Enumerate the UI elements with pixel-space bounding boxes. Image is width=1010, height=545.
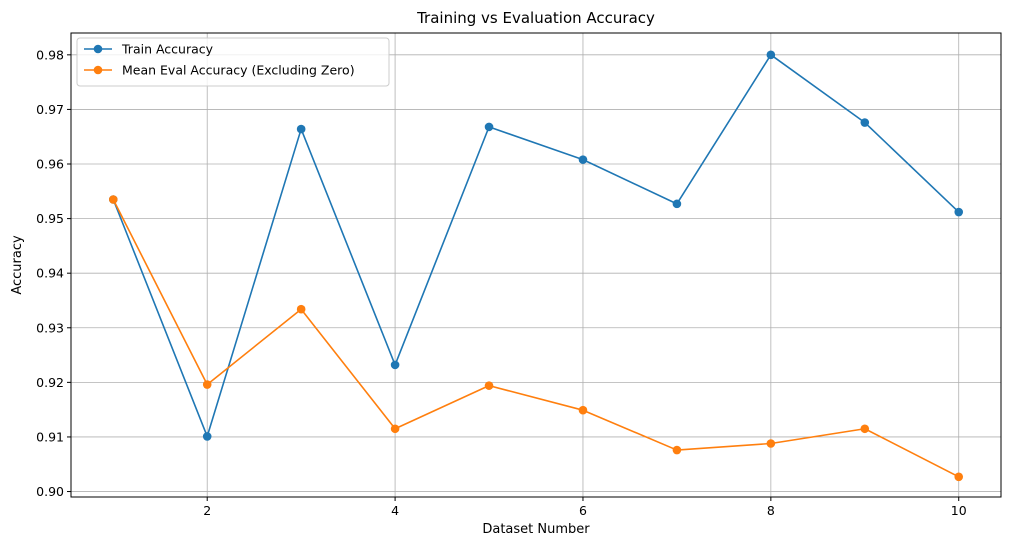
y-tick-label: 0.98 (36, 47, 64, 62)
x-axis-label: Dataset Number (482, 522, 590, 537)
y-tick-label: 0.93 (36, 320, 64, 335)
plot-area-frame (70, 32, 1002, 498)
legend-label: Mean Eval Accuracy (Excluding Zero) (122, 63, 355, 78)
data-point (202, 432, 212, 441)
data-point (672, 445, 682, 455)
y-axis-ticks: 0.90 0.91 0.92 0.93 0.94 0.95 0.96 0.97 0.98 (36, 47, 71, 499)
data-point (202, 380, 212, 389)
chart-title: Training vs Evaluation Accuracy (416, 9, 655, 27)
legend-marker (93, 44, 103, 54)
y-tick-label: 0.94 (36, 266, 64, 281)
legend-label: Train Accuracy (121, 42, 214, 57)
data-point (860, 424, 870, 434)
data-point (296, 124, 306, 134)
data-point (296, 304, 306, 314)
x-axis-ticks: 2 4 6 8 10 (203, 497, 967, 518)
data-point (672, 199, 682, 209)
data-point (954, 472, 964, 482)
legend-entry: Train Accuracy (84, 42, 214, 57)
series-line (112, 199, 960, 478)
series-2 (108, 195, 964, 482)
legend: Train Accuracy Mean Eval Accuracy (Exclud… (76, 37, 390, 87)
legend-entry: Mean Eval Accuracy (Excluding Zero) (84, 63, 355, 78)
data-point (954, 207, 964, 217)
x-tick-label: 10 (951, 503, 967, 518)
data-point (108, 195, 118, 204)
legend-box (76, 37, 390, 87)
x-tick-label: 8 (767, 503, 775, 518)
data-point (390, 424, 400, 434)
x-tick-label: 6 (579, 503, 587, 518)
y-tick-label: 0.96 (36, 157, 64, 172)
legend-marker (93, 65, 103, 75)
data-point (766, 439, 776, 448)
data-series (108, 50, 964, 482)
data-point (578, 155, 588, 164)
y-tick-label: 0.95 (36, 211, 64, 226)
y-tick-label: 0.91 (36, 429, 64, 444)
y-tick-label: 0.92 (36, 375, 64, 390)
series-line (112, 54, 960, 438)
data-point (484, 122, 494, 132)
x-tick-label: 2 (203, 503, 211, 518)
data-point (860, 118, 870, 127)
legend-items: Train Accuracy Mean Eval Accuracy (Exclud… (84, 42, 355, 78)
data-point (390, 360, 400, 370)
y-tick-label: 0.97 (36, 102, 64, 117)
data-point (578, 405, 588, 415)
x-tick-label: 4 (391, 503, 399, 518)
y-tick-label: 0.90 (36, 484, 64, 499)
data-point (766, 50, 776, 60)
data-point (484, 381, 494, 390)
y-axis-label: Accuracy (10, 235, 25, 295)
